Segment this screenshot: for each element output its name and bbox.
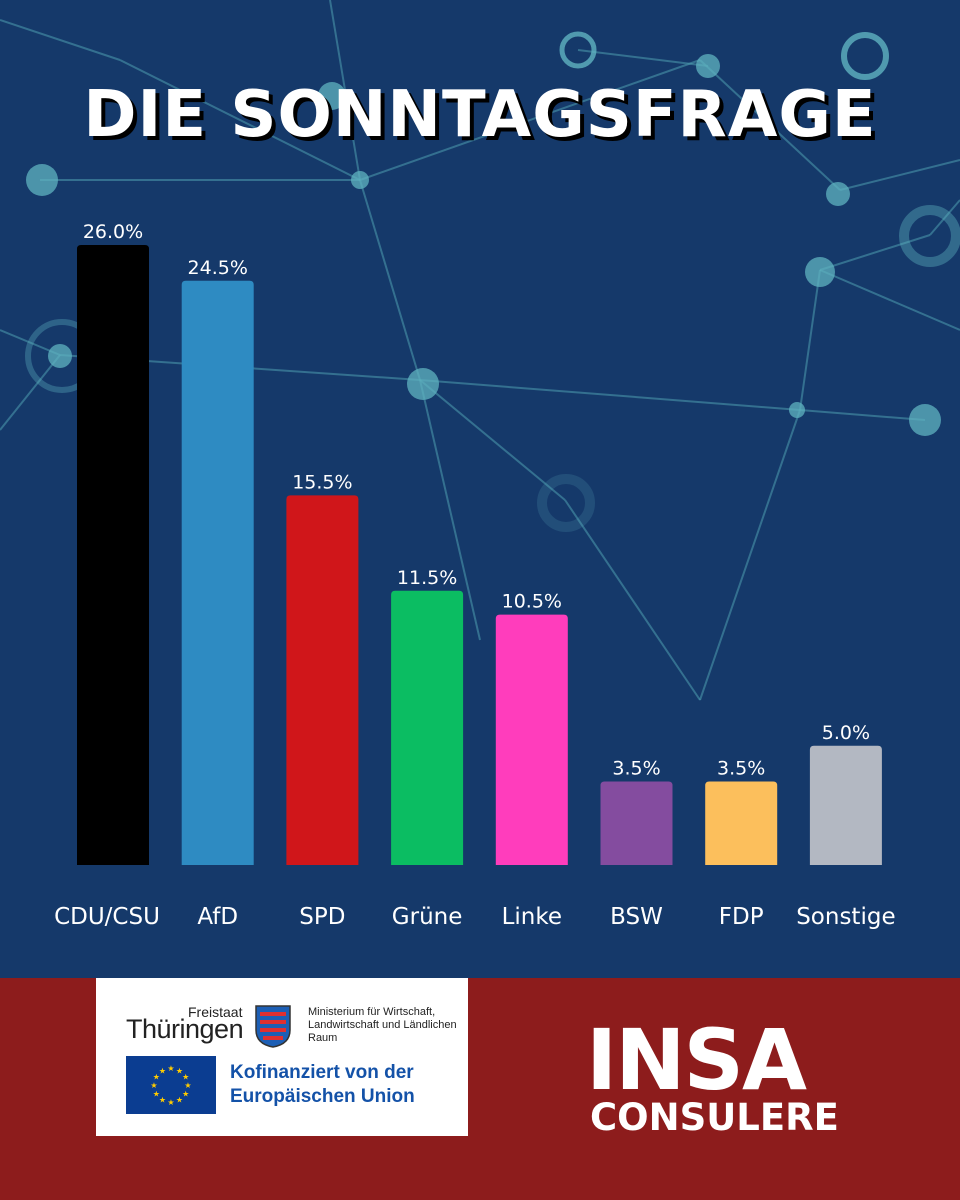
category-label: Linke (502, 904, 562, 930)
bar-chart: 26.0% CDU/CSU 24.5% AfD 15.5% SPD 11.5% Grüne 10… (54, 221, 896, 930)
bar-2 (286, 495, 359, 865)
eu-cofunded-line-2: Europäischen Union (230, 1086, 415, 1107)
bar-value-label: 3.5% (612, 758, 660, 780)
category-label: Grüne (392, 904, 463, 930)
eu-star-icon: ★ (153, 1073, 160, 1082)
bar-4 (495, 614, 568, 865)
consulere-logo: CONSULERE (590, 1096, 839, 1139)
eu-cofunded-line-1: Kofinanziert von der (230, 1062, 414, 1083)
coat-of-arms-icon (255, 1005, 291, 1048)
eu-star-icon: ★ (150, 1081, 157, 1090)
bar-3 (391, 590, 464, 865)
category-label: Sonstige (796, 904, 895, 930)
bar-value-label: 5.0% (822, 722, 870, 744)
eu-star-icon: ★ (182, 1073, 189, 1082)
bar-value-label: 11.5% (397, 567, 457, 589)
eu-star-icon: ★ (176, 1096, 183, 1105)
bar-0 (77, 245, 149, 865)
bar-1 (181, 280, 254, 865)
bar-value-label: 24.5% (188, 257, 248, 279)
eu-cofunded-text: Kofinanziert von der Europäischen Union (230, 1061, 415, 1109)
bar-value-label: 10.5% (502, 591, 562, 613)
chart-title: DIE SONNTAGSFRAGE (83, 78, 877, 152)
insa-logo: INSA (586, 1011, 807, 1109)
network-background (0, 0, 960, 701)
bar-value-label: 26.0% (83, 221, 143, 243)
bar-value-label: 3.5% (717, 758, 765, 780)
bar-7 (809, 745, 882, 865)
bar-6 (705, 781, 778, 865)
thueringen-wordmark: Thüringen (126, 1014, 244, 1044)
ministry-label: Ministerium für Wirtschaft, Landwirtscha… (308, 1006, 457, 1044)
category-label: CDU/CSU (54, 904, 160, 930)
bar-5 (600, 781, 673, 865)
eu-flag-icon: ★ ★ ★ ★ ★ ★ ★ ★ ★ ★ ★ ★ (126, 1056, 216, 1114)
eu-star-icon: ★ (167, 1064, 174, 1073)
eu-star-icon: ★ (176, 1066, 183, 1075)
freistaat-label: Freistaat (188, 1004, 243, 1020)
bar-value-label: 15.5% (292, 471, 352, 493)
eu-star-icon: ★ (182, 1090, 189, 1099)
eu-star-icon: ★ (184, 1081, 191, 1090)
eu-star-icon: ★ (159, 1096, 166, 1105)
category-label: BSW (610, 904, 663, 930)
category-label: FDP (719, 904, 764, 930)
footer-band: Freistaat Thüringen Ministerium für Wirt… (0, 978, 960, 1200)
category-label: AfD (197, 904, 238, 930)
sponsor-logo-box: Freistaat Thüringen Ministerium für Wirt… (96, 978, 468, 1136)
category-label: SPD (299, 904, 345, 930)
eu-star-icon: ★ (167, 1098, 174, 1107)
eu-star-icon: ★ (159, 1066, 166, 1075)
eu-star-icon: ★ (153, 1090, 160, 1099)
